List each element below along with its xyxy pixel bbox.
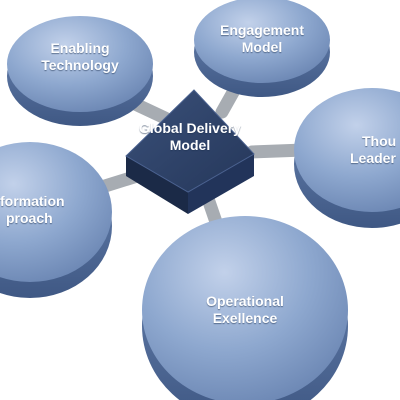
node-thought-leadership-disc: [294, 88, 400, 228]
node-label-line2: Leader: [350, 149, 396, 166]
node-label-line2: Model: [241, 38, 283, 55]
node-label-line1: formation: [0, 193, 65, 209]
node-label-line1: Engagement: [219, 22, 304, 38]
node-operational-excellence-label: Operational Exellence: [185, 293, 305, 327]
hub-label-line2: Model: [169, 136, 211, 153]
hub-block: [125, 89, 255, 214]
node-enabling-technology-disc: [7, 16, 153, 126]
node-label-line2: Exellence: [212, 309, 278, 326]
node-operational-excellence-disc: [142, 216, 348, 400]
node-engagement-model-label: Engagement Model: [202, 22, 322, 56]
hub-label-line1: Global Delivery: [139, 120, 241, 136]
node-enabling-technology-label: Enabling Technology: [20, 40, 140, 74]
node-label-line1: Operational: [206, 293, 284, 309]
node-label-line2: Technology: [41, 56, 119, 73]
node-label-line2: proach: [6, 209, 53, 226]
node-label-line1: Thou: [362, 133, 397, 149]
node-transformation-approach-disc: [0, 142, 112, 298]
node-thought-leadership-label: Thou Leader: [350, 133, 400, 167]
node-engagement-model-disc: [194, 0, 330, 97]
node-label-line1: Enabling: [50, 40, 110, 56]
hub-label: Global Delivery Model: [132, 120, 248, 154]
node-transformation-approach-label: formation proach: [0, 193, 80, 227]
